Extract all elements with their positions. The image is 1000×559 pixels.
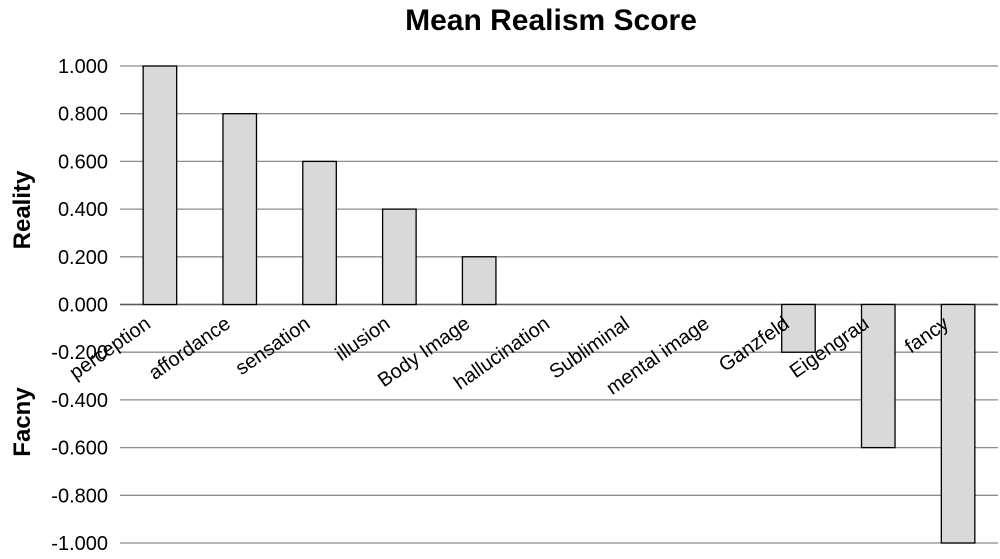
bar-perception xyxy=(142,65,178,306)
y-tick-label: -0.800 xyxy=(51,485,108,507)
category-label: affordance xyxy=(145,313,235,385)
category-label: illusion xyxy=(332,313,395,366)
y-tick-label: 0.600 xyxy=(58,151,108,173)
bar-body-image xyxy=(461,256,497,306)
y-tick-label: 1.000 xyxy=(58,56,108,78)
y-axis-label-reality: Reality xyxy=(9,170,36,249)
bar-ganzfeld xyxy=(781,303,816,353)
y-tick-label: 0.000 xyxy=(58,295,108,317)
y-tick-label: 0.800 xyxy=(58,104,108,126)
y-tick-label: 0.200 xyxy=(58,247,108,269)
bar-affordance xyxy=(222,113,258,306)
y-tick-label: -1.000 xyxy=(51,533,108,555)
chart-title: Mean Realism Score xyxy=(405,4,697,37)
bar-fancy xyxy=(940,303,976,544)
y-tick-label: 0.400 xyxy=(58,199,108,221)
y-tick-label: -0.400 xyxy=(51,390,108,412)
bar-eigengrau xyxy=(860,303,896,449)
y-tick-label: -0.200 xyxy=(51,342,108,364)
bars xyxy=(142,65,976,544)
category-label: sensation xyxy=(232,313,315,380)
y-tick-label: -0.600 xyxy=(51,438,108,460)
y-tick-labels: 1.000 0.800 0.600 0.400 0.200 0.000 -0.200 -0.4… xyxy=(51,56,108,555)
y-axis-label-fancy: Facny xyxy=(9,387,36,457)
gridlines xyxy=(120,65,998,544)
bar-illusion xyxy=(381,208,417,306)
bar-sensation xyxy=(302,160,337,306)
